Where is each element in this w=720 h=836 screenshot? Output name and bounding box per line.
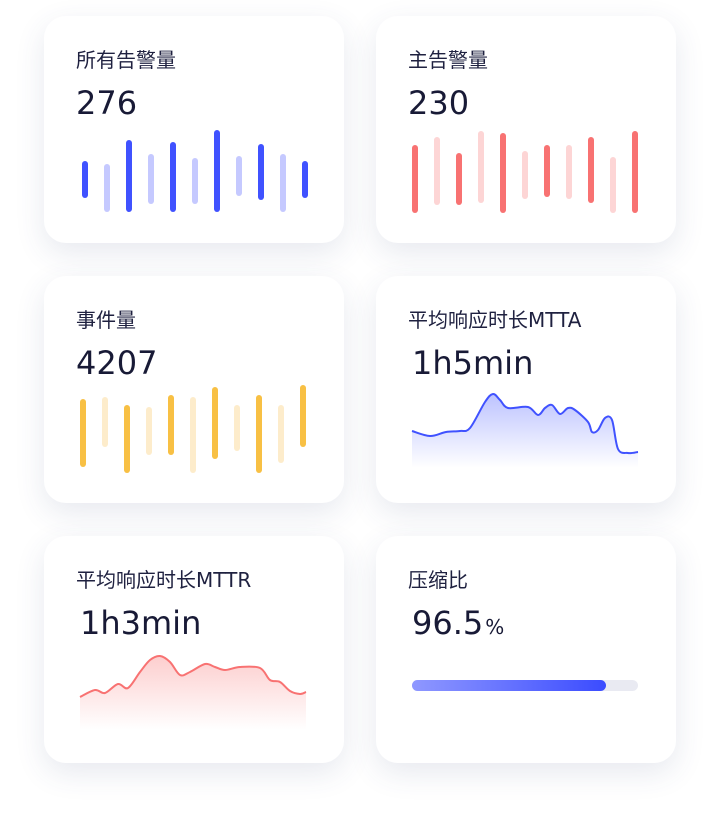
card-mtta: 平均响应时长MTTA 1h5min bbox=[376, 276, 676, 503]
events-bar-sparkline bbox=[80, 385, 306, 473]
card-all-alerts: 所有告警量 276 bbox=[44, 16, 344, 243]
progress-fill bbox=[412, 680, 607, 691]
area-fill bbox=[80, 655, 306, 730]
card-value: 1h5min bbox=[412, 344, 534, 382]
alerts-bar-sparkline bbox=[82, 130, 308, 212]
card-title: 平均响应时长MTTR bbox=[76, 568, 252, 592]
area-fill bbox=[412, 393, 638, 468]
value-unit: % bbox=[485, 615, 505, 639]
area-line bbox=[411, 393, 639, 455]
card-title: 压缩比 bbox=[408, 568, 468, 592]
compression-progress-bar bbox=[412, 680, 638, 691]
card-value: 230 bbox=[408, 84, 470, 122]
card-events: 事件量 4207 bbox=[44, 276, 344, 503]
card-compression-ratio: 压缩比 96.5% bbox=[376, 536, 676, 763]
main-alerts-bar-sparkline bbox=[412, 131, 638, 213]
card-value: 4207 bbox=[76, 344, 158, 382]
value-number: 96.5 bbox=[412, 604, 484, 642]
card-value: 276 bbox=[76, 84, 138, 122]
card-title: 所有告警量 bbox=[76, 48, 176, 72]
card-title: 平均响应时长MTTA bbox=[408, 308, 582, 332]
card-title: 事件量 bbox=[76, 308, 136, 332]
card-main-alerts: 主告警量 230 bbox=[376, 16, 676, 243]
area-line bbox=[79, 654, 307, 698]
card-value: 96.5% bbox=[412, 604, 504, 642]
mttr-area-sparkline bbox=[79, 654, 307, 730]
mtta-area-sparkline bbox=[411, 393, 639, 468]
card-title: 主告警量 bbox=[408, 48, 488, 72]
card-value: 1h3min bbox=[80, 604, 202, 642]
card-mttr: 平均响应时长MTTR 1h3min bbox=[44, 536, 344, 763]
